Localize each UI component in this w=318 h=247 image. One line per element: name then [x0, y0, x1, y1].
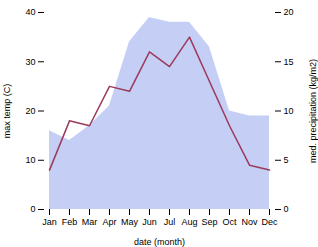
svg-text:20: 20	[284, 7, 294, 17]
svg-text:5: 5	[284, 155, 289, 165]
svg-text:0: 0	[284, 204, 289, 214]
svg-text:Dec: Dec	[261, 217, 278, 227]
svg-text:0: 0	[30, 204, 35, 214]
svg-text:Jun: Jun	[142, 217, 157, 227]
svg-text:Apr: Apr	[102, 217, 116, 227]
svg-text:Mar: Mar	[82, 217, 98, 227]
svg-text:15: 15	[284, 57, 294, 67]
svg-text:Jan: Jan	[42, 217, 57, 227]
svg-text:Oct: Oct	[222, 217, 237, 227]
svg-text:30: 30	[25, 57, 35, 67]
svg-text:date (month): date (month)	[134, 237, 185, 247]
svg-text:Nov: Nov	[241, 217, 258, 227]
svg-text:max temp (C): max temp (C)	[2, 84, 12, 139]
svg-text:10: 10	[284, 106, 294, 116]
svg-text:Feb: Feb	[62, 217, 78, 227]
svg-text:20: 20	[25, 106, 35, 116]
svg-text:med. precipitation (kg/m2): med. precipitation (kg/m2)	[308, 59, 318, 163]
svg-text:Sep: Sep	[201, 217, 217, 227]
svg-text:10: 10	[25, 155, 35, 165]
svg-text:40: 40	[25, 7, 35, 17]
svg-text:Aug: Aug	[181, 217, 197, 227]
svg-text:May: May	[121, 217, 139, 227]
svg-text:Jul: Jul	[164, 217, 176, 227]
